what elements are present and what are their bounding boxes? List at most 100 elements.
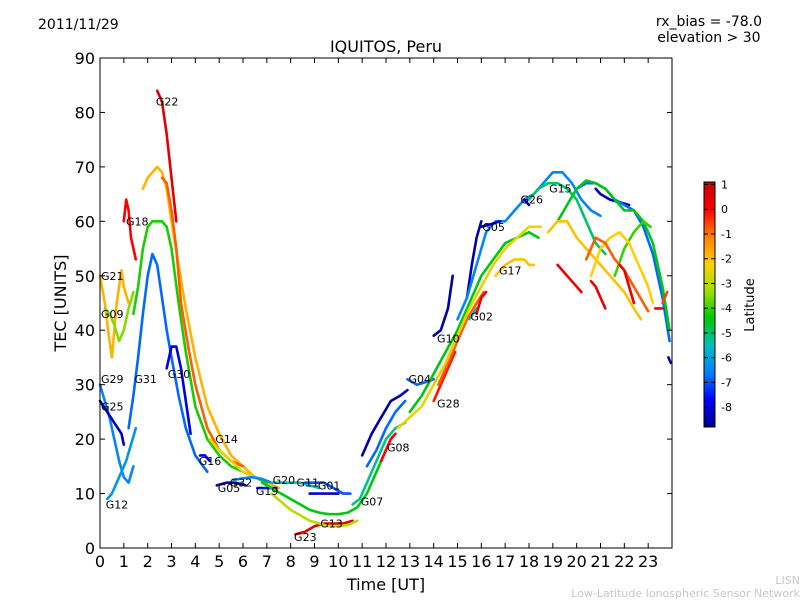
series-rise-teal	[456, 171, 602, 321]
series-g17	[494, 258, 536, 278]
y-tick-label: 20	[75, 430, 95, 449]
colorbar-tick-label: -8	[721, 401, 732, 414]
series-g20	[270, 481, 321, 490]
x-axis-label: Time [UT]	[346, 575, 425, 594]
satellite-label: G28	[437, 398, 460, 411]
colorbar-tick-label: -7	[721, 376, 732, 389]
satellite-label: G22	[156, 96, 179, 109]
series-green-peak	[132, 220, 269, 484]
series-rise-red	[475, 290, 488, 316]
series-evening-green2	[613, 220, 652, 278]
series-g05	[215, 481, 247, 487]
colorbar-ticks: 1 0 -1 -2 -3 -4 -5 -6 -7 -8	[704, 178, 732, 414]
series-g32	[232, 475, 273, 484]
y-tick-label: 10	[75, 485, 95, 504]
x-tick-label: 19	[543, 552, 563, 571]
satellite-label: G02	[470, 311, 493, 324]
series-g15	[527, 181, 607, 256]
series-g22	[155, 89, 178, 223]
x-tick-label: 16	[471, 552, 491, 571]
series-yellow-peak	[141, 165, 281, 490]
x-tick-label: 23	[638, 552, 658, 571]
chart-title: IQUITOS, Peru	[329, 37, 443, 56]
satellite-label: G04	[408, 373, 431, 386]
credit-short: LISN	[775, 574, 800, 587]
series-g29	[98, 383, 135, 484]
y-tick-label: 40	[75, 321, 95, 340]
satellite-label: G12	[106, 498, 129, 511]
series-teal-peak	[127, 252, 209, 474]
satellite-label: G19	[256, 485, 279, 498]
satellite-label: G18	[126, 215, 149, 228]
y-tick-label: 90	[75, 49, 95, 68]
series-evening-green	[556, 179, 671, 332]
x-tick-label: 17	[495, 552, 515, 571]
satellite-label: G07	[361, 496, 384, 509]
x-tick-label: 18	[519, 552, 539, 571]
date-label: 2011/11/29	[38, 17, 119, 33]
x-tick-label: 12	[376, 552, 396, 571]
series-g07	[351, 421, 407, 506]
x-tick-label: 1	[119, 552, 129, 571]
series-g26	[522, 198, 531, 207]
x-tick-label: 10	[328, 552, 348, 571]
series-evening-red	[556, 263, 583, 294]
credit: LISN Low-Latitude Ionospheric Sensor Net…	[571, 574, 800, 600]
series-rise-yellow	[396, 225, 543, 430]
y-tick-label: 80	[75, 103, 95, 122]
satellite-label: G05	[482, 221, 505, 234]
series-late-orange	[661, 290, 669, 305]
x-tick-label: 13	[400, 552, 420, 571]
colorbar-tick-label: -2	[721, 253, 732, 266]
satellite-label: G11	[296, 477, 319, 490]
x-tick-label: 7	[262, 552, 272, 571]
series-g13	[270, 492, 359, 528]
data-layer	[98, 89, 673, 536]
x-tick-label: 11	[352, 552, 372, 571]
x-tick-label: 5	[214, 552, 224, 571]
x-tick-label: 22	[614, 552, 634, 571]
satellite-label: G30	[168, 368, 191, 381]
bias-info: rx_bias = -78.0 elevation > 30	[656, 14, 762, 46]
series-g05-label-track	[480, 220, 502, 229]
satellite-label: G14	[215, 433, 238, 446]
x-tick-label: 9	[309, 552, 319, 571]
x-tick-label: 3	[166, 552, 176, 571]
series-day-blue	[360, 388, 409, 457]
series-evening-teal	[575, 181, 671, 343]
credit-long: Low-Latitude Ionospheric Sensor Network	[571, 587, 800, 600]
x-tick-label: 21	[590, 552, 610, 571]
series-g02	[468, 307, 478, 321]
series-g10	[432, 274, 454, 337]
satellite-label: G05	[218, 482, 241, 495]
rx-bias-label: rx_bias = -78.0	[655, 14, 762, 30]
x-tick-label: 2	[143, 552, 153, 571]
satellite-label: G21	[101, 270, 124, 283]
satellite-label: G01	[318, 479, 341, 492]
series-evening-orange	[584, 236, 650, 313]
series-g05-top	[465, 220, 483, 299]
series-evening-red2	[589, 279, 607, 310]
colorbar-tick-label: -1	[721, 228, 732, 241]
colorbar	[703, 181, 716, 428]
series-g16	[198, 454, 211, 463]
satellite-label: G15	[549, 183, 572, 196]
satellite-label: G23	[294, 531, 317, 544]
satellite-label: G32	[230, 477, 253, 490]
series-g25	[98, 399, 126, 446]
colorbar-label: Latitude	[743, 278, 758, 332]
x-tick-label: 20	[566, 552, 586, 571]
series-rise-orange	[437, 290, 485, 386]
series-day-teal	[365, 399, 407, 468]
series-g14	[208, 437, 257, 479]
satellite-label: G16	[199, 455, 222, 468]
x-tick-label: 0	[95, 552, 105, 571]
series-g30	[165, 345, 192, 435]
y-tick-label: 50	[75, 267, 95, 286]
series-g08	[379, 432, 397, 463]
series-evening-red3	[618, 263, 636, 305]
series-g18	[122, 198, 138, 261]
colorbar-tick-label: -4	[721, 302, 732, 315]
